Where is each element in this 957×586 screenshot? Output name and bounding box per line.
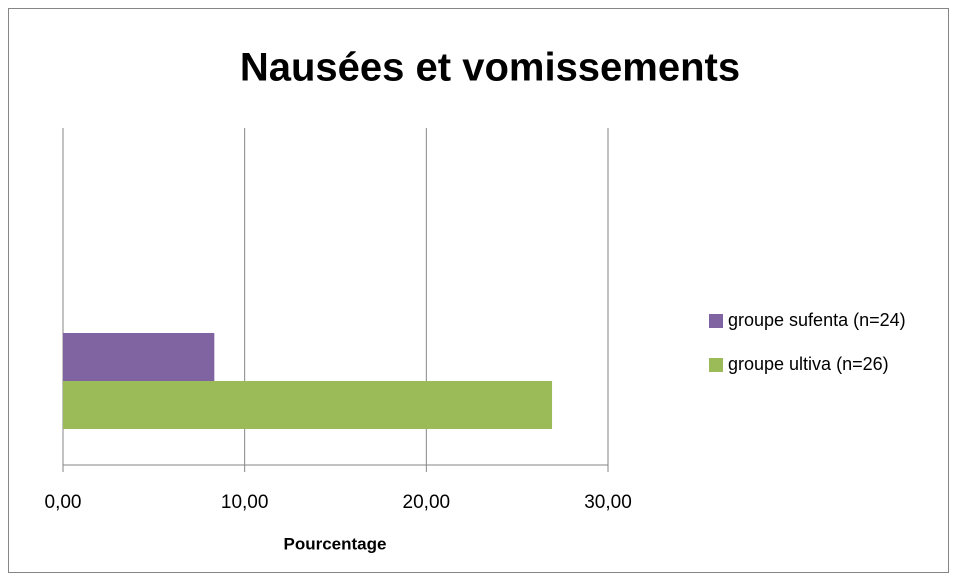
chart-border [8, 8, 949, 573]
legend-label: groupe ultiva (n=26) [728, 354, 889, 374]
legend-swatch [709, 358, 723, 372]
x-axis-title: Pourcentage [284, 534, 387, 553]
legend-swatch [709, 314, 723, 328]
x-tick-label: 30,00 [584, 492, 632, 513]
x-tick-label: 20,00 [403, 492, 451, 513]
x-tick-label: 0,00 [45, 492, 82, 513]
bar [63, 333, 215, 381]
bar [63, 381, 553, 429]
x-tick-label: 10,00 [221, 492, 269, 513]
chart-title: Nausées et vomissements [240, 46, 740, 90]
legend-label: groupe sufenta (n=24) [728, 310, 906, 330]
